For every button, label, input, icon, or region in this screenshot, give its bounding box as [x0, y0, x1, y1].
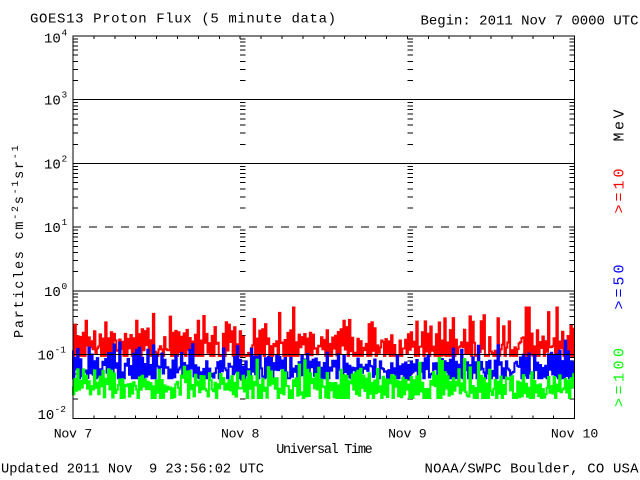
svg-text:GOES13 Proton Flux (5 minute d: GOES13 Proton Flux (5 minute data)	[30, 12, 336, 28]
svg-text:NOAA/SWPC Boulder, CO USA: NOAA/SWPC Boulder, CO USA	[425, 462, 640, 478]
svg-text:Universal Time: Universal Time	[276, 443, 373, 458]
svg-text:2: 2	[62, 153, 68, 164]
svg-text:10: 10	[38, 349, 55, 365]
svg-text:10: 10	[44, 221, 61, 237]
svg-text:Nov 10: Nov 10	[551, 427, 599, 442]
svg-text:Begin: 2011 Nov 7 0000 UTC: Begin: 2011 Nov 7 0000 UTC	[421, 14, 639, 30]
svg-text:10: 10	[38, 408, 55, 424]
svg-text:0: 0	[62, 281, 68, 292]
svg-text:Nov 9: Nov 9	[388, 427, 427, 442]
svg-text:10: 10	[44, 32, 61, 48]
svg-text:10: 10	[44, 285, 61, 301]
svg-text:-1: -1	[55, 345, 67, 356]
svg-text:>=100: >=100	[612, 348, 629, 407]
svg-text:Nov 8: Nov 8	[221, 427, 260, 442]
svg-text:Nov 7: Nov 7	[54, 427, 93, 442]
svg-text:4: 4	[62, 28, 68, 39]
svg-text:-2: -2	[55, 404, 67, 415]
svg-text:10: 10	[44, 94, 61, 110]
svg-text:MeV: MeV	[612, 110, 629, 142]
svg-text:Particles cm-2s-1sr-1: Particles cm-2s-1sr-1	[11, 144, 28, 338]
svg-text:1: 1	[62, 217, 68, 228]
svg-text:Updated 2011 Nov 9 23:56:02 U: Updated 2011 Nov 9 23:56:02 UTC	[1, 463, 264, 478]
svg-text:10: 10	[44, 157, 61, 173]
svg-text:3: 3	[62, 90, 68, 101]
